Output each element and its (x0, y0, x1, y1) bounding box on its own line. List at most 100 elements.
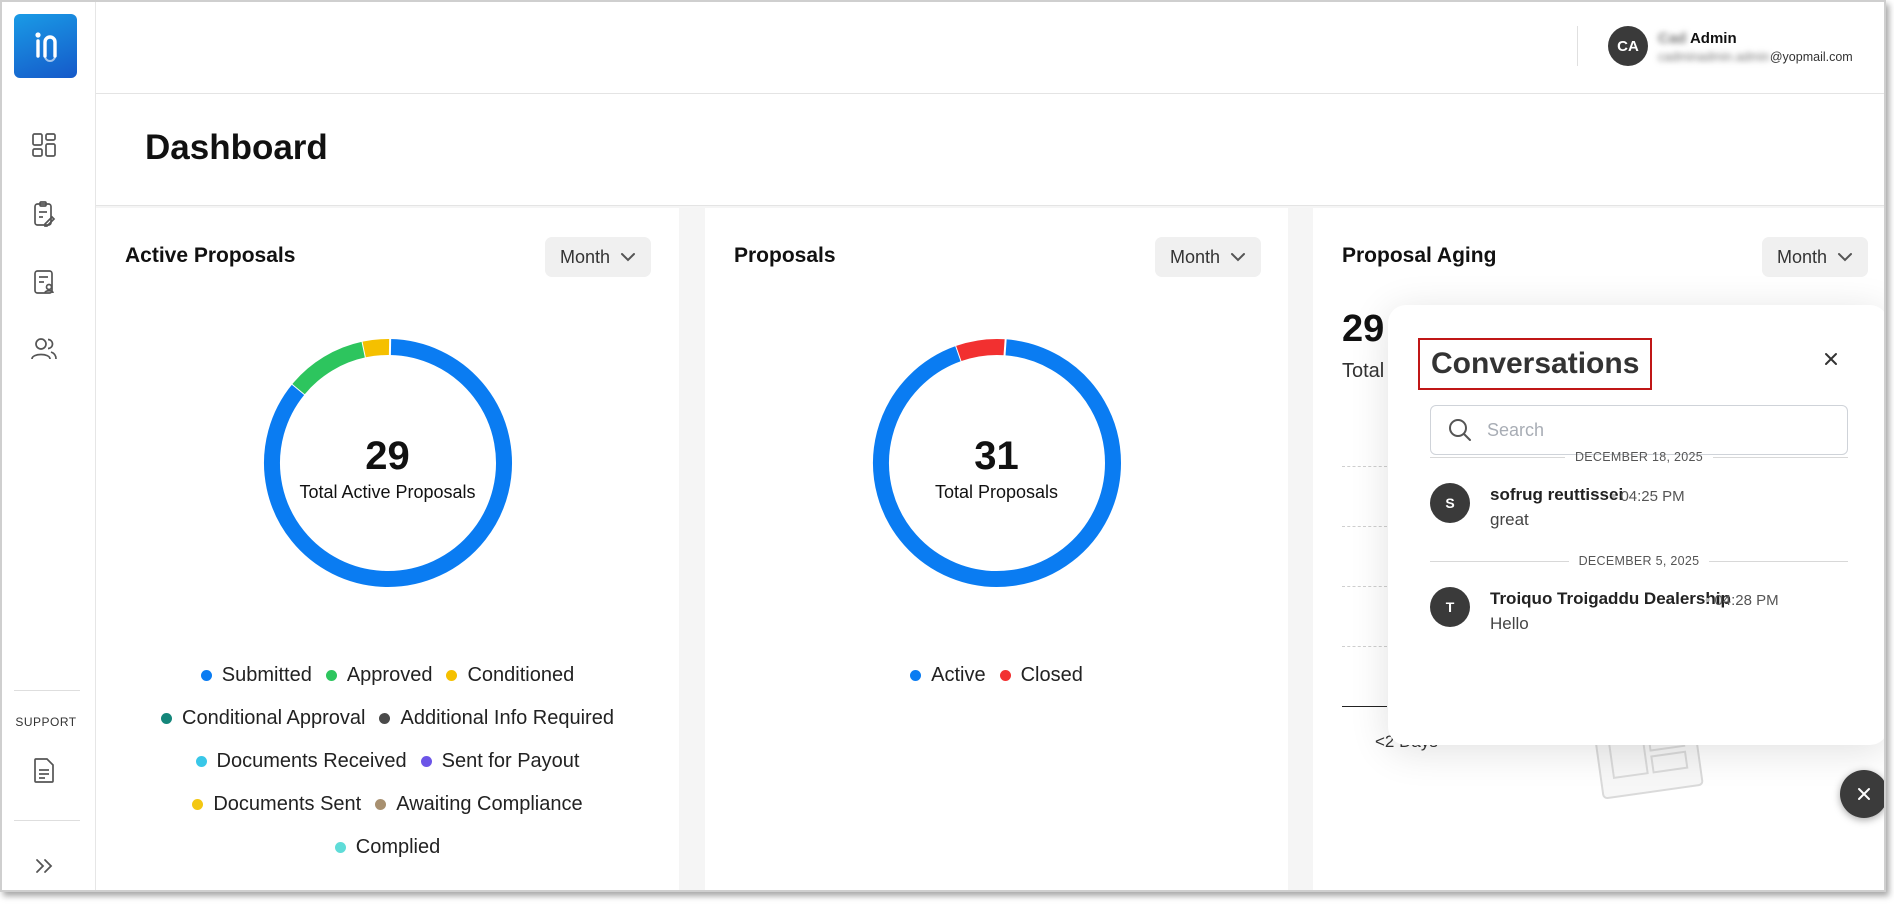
legend-label: Submitted (221, 664, 312, 686)
floating-close-chat-button[interactable] (1840, 770, 1884, 818)
conversation-item[interactable]: T Troiquo Troigaddu Dealership • 04:28 P… (1430, 587, 1848, 647)
legend-swatch (325, 670, 337, 681)
legend-item[interactable]: Conditioned (446, 664, 574, 687)
active-proposals-card: Active Proposals Month 29 Total Active P… (96, 208, 679, 890)
donut-slice-approved[interactable] (292, 341, 367, 395)
app-logo[interactable] (14, 14, 77, 78)
legend-item[interactable]: Approved (325, 664, 433, 687)
legend-row: Active Closed (705, 664, 1288, 687)
donut-total-label: Total Proposals (934, 482, 1059, 502)
legend-swatch (375, 799, 387, 810)
user-email: cadminadmin.admin@yopmail.com (1658, 50, 1853, 64)
conversation-search-box (1430, 405, 1848, 455)
legend-label: Sent for Payout (441, 750, 580, 772)
legend-swatch (379, 713, 391, 724)
donut-slice-conditioned[interactable] (362, 339, 391, 358)
logo-icon (34, 32, 57, 62)
card-title: Active Proposals (125, 244, 296, 267)
legend-item[interactable]: Documents Received (195, 750, 407, 773)
aging-total-label: Total (1342, 360, 1385, 382)
donut-total-value: 29 (365, 434, 410, 478)
close-conversations-button[interactable] (1817, 345, 1845, 373)
legend-row: Documents Received Sent for Payout (96, 750, 679, 773)
page-title-bar: Dashboard (96, 94, 1884, 206)
proposals-donut (873, 338, 1121, 587)
legend-item[interactable]: Complied (334, 836, 441, 859)
donut-slice-active[interactable] (873, 339, 1121, 587)
donut-slice-closed[interactable] (956, 339, 1006, 362)
search-icon (1449, 419, 1471, 441)
date-separator-label: DECEMBER 5, 2025 (1578, 554, 1700, 568)
legend-row: Conditional Approval Additional Info Req… (96, 707, 679, 730)
legend-swatch (161, 713, 173, 724)
legend-row: Complied (96, 836, 679, 859)
card-title: Proposal Aging (1342, 244, 1497, 267)
date-separator: DECEMBER 18, 2025 (1430, 450, 1849, 464)
active-proposals-donut (264, 338, 512, 587)
period-dropdown-label: Month (1776, 246, 1828, 267)
conversations-panel: Conversations DECEMBER 18, 2025 S sofrug… (1388, 305, 1884, 745)
legend-item[interactable]: Submitted (200, 664, 312, 687)
sidebar-divider (14, 690, 80, 691)
sidebar-divider (14, 820, 80, 821)
legend-item[interactable]: Conditional Approval (161, 707, 365, 730)
legend-item[interactable]: Awaiting Compliance (375, 793, 583, 816)
legend-label: Complied (355, 836, 441, 858)
period-dropdown[interactable]: Month (1762, 237, 1868, 277)
donut-total-value: 31 (974, 434, 1019, 478)
user-name: Cad Admin (1658, 30, 1737, 47)
user-name-redacted: Cad (1658, 30, 1687, 47)
chart-gridline (1342, 586, 1387, 587)
donut-total-label: Total Active Proposals (299, 482, 476, 502)
nav-users-icon[interactable] (28, 333, 60, 365)
chart-gridline (1342, 526, 1387, 527)
user-avatar[interactable]: CA (1608, 26, 1648, 66)
conversation-time-text: 04:28 PM (1714, 592, 1779, 609)
legend-swatch (200, 670, 212, 681)
legend-label: Additional Info Required (400, 707, 614, 729)
top-header: CA Cad Admin cadminadmin.admin@yopmail.c… (96, 2, 1884, 94)
page-title: Dashboard (145, 128, 328, 167)
chevron-down-icon (621, 253, 636, 262)
legend-label: Approved (346, 664, 433, 686)
legend-item[interactable]: Closed (999, 664, 1083, 687)
conversation-search-input[interactable] (1487, 419, 1827, 441)
legend-swatch (334, 842, 346, 853)
donut-slice-submitted[interactable] (264, 339, 512, 587)
user-email-domain: @yopmail.com (1769, 50, 1853, 64)
nav-applications-icon[interactable] (28, 266, 60, 298)
legend-swatch (192, 799, 204, 810)
legend-label: Conditional Approval (182, 707, 366, 729)
card-title: Proposals (734, 244, 836, 267)
sidebar: SUPPORT (2, 2, 96, 890)
date-separator: DECEMBER 5, 2025 (1430, 554, 1849, 568)
conversation-name: Troiquo Troigaddu Dealership (1490, 589, 1731, 608)
legend-item[interactable]: Documents Sent (192, 793, 361, 816)
chart-gridline (1342, 646, 1387, 647)
chevron-down-icon (1231, 253, 1246, 262)
conversation-time-text: 04:25 PM (1620, 488, 1685, 505)
conversation-name: sofrug reuttissei (1490, 485, 1624, 504)
period-dropdown[interactable]: Month (1155, 237, 1261, 277)
conversation-item[interactable]: S sofrug reuttissei • 04:25 PM great (1430, 483, 1848, 543)
nav-support-docs-icon[interactable] (28, 754, 60, 786)
legend-item[interactable]: Sent for Payout (420, 750, 580, 773)
aging-total-value: 29 (1342, 308, 1385, 350)
legend-item[interactable]: Active (910, 664, 986, 687)
donut-slice-separator (1003, 338, 1007, 357)
legend-swatch (910, 670, 922, 681)
date-separator-label: DECEMBER 18, 2025 (1574, 450, 1704, 464)
proposals-card: Proposals Month 31 Total Proposals Activ… (705, 208, 1288, 890)
conversations-title-highlight: Conversations (1418, 338, 1652, 390)
period-dropdown[interactable]: Month (545, 237, 651, 277)
legend-label: Conditioned (467, 664, 575, 686)
legend-item[interactable]: Additional Info Required (379, 707, 614, 730)
nav-dashboard-icon[interactable] (28, 129, 60, 161)
period-dropdown-label: Month (1169, 246, 1221, 267)
nav-proposals-icon[interactable] (28, 198, 60, 230)
support-label: SUPPORT (15, 715, 77, 729)
legend-swatch (420, 756, 432, 767)
expand-sidebar-icon[interactable] (28, 850, 60, 882)
conversation-time: • 04:25 PM (1611, 488, 1685, 505)
